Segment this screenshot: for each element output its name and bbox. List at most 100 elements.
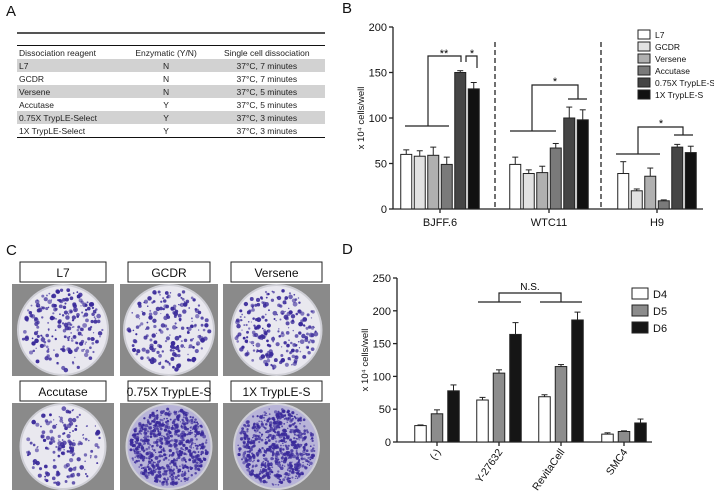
colony: [291, 411, 295, 415]
colony: [149, 422, 153, 425]
colony: [145, 326, 150, 330]
colony: [261, 477, 264, 479]
colony: [172, 349, 175, 352]
colony: [96, 462, 99, 465]
colony: [295, 462, 298, 465]
colony: [55, 423, 58, 426]
colony: [176, 452, 179, 455]
colony: [298, 439, 300, 441]
colony: [163, 428, 168, 432]
colony: [161, 435, 163, 437]
colony: [268, 421, 273, 425]
colony: [283, 423, 286, 425]
colony: [249, 471, 251, 473]
colony: [244, 450, 247, 454]
colony: [67, 411, 70, 414]
colony: [154, 434, 157, 437]
colony: [68, 309, 73, 314]
colony: [287, 356, 291, 361]
chart-b-bar: [617, 173, 630, 210]
colony: [71, 417, 77, 423]
colony: [74, 428, 78, 431]
colony: [201, 442, 205, 446]
colony: [45, 345, 49, 349]
colony: [257, 425, 261, 429]
colony: [157, 470, 162, 474]
colony: [51, 476, 56, 481]
chart-d-legend-label: D4: [653, 289, 667, 301]
colony: [159, 418, 162, 422]
colony: [155, 468, 158, 471]
colony: [262, 416, 265, 419]
chart-b-y-axis-label: x 10⁴ cells/well: [356, 87, 367, 150]
colony: [235, 318, 240, 323]
colony: [152, 465, 156, 469]
colony: [165, 313, 169, 317]
plate-label: Accutase: [38, 385, 88, 399]
colony: [261, 338, 264, 341]
table-top-rule: [17, 32, 325, 34]
colony: [160, 437, 164, 441]
colony: [176, 433, 178, 436]
colony: [261, 446, 264, 450]
colony: [194, 424, 199, 428]
colony: [311, 439, 314, 443]
colony: [283, 473, 285, 475]
colony: [131, 457, 134, 460]
cell: 37°C, 5 minutes: [208, 85, 325, 98]
colony: [253, 444, 256, 448]
colony: [197, 458, 201, 461]
colony: [54, 353, 59, 358]
colony: [187, 430, 189, 432]
colony: [129, 448, 133, 452]
colony: [161, 365, 165, 369]
colony: [190, 418, 194, 422]
colony: [280, 353, 284, 357]
colony: [163, 324, 168, 328]
colony: [63, 464, 68, 469]
colony: [64, 336, 67, 338]
colony: [67, 313, 70, 315]
colony: [187, 476, 190, 479]
colony: [69, 448, 75, 453]
colony: [160, 312, 162, 315]
colony: [64, 302, 67, 305]
colony: [278, 426, 281, 429]
colony: [183, 476, 187, 480]
colony: [156, 444, 159, 447]
colony: [24, 316, 29, 322]
colony: [172, 462, 177, 467]
colony: [280, 481, 283, 484]
colony: [250, 303, 255, 308]
colony: [134, 440, 136, 443]
colony: [279, 412, 283, 416]
colony: [141, 311, 146, 316]
colony: [152, 467, 155, 470]
colony: [184, 480, 186, 482]
colony: [166, 327, 169, 331]
colony: [169, 418, 172, 421]
colony: [166, 407, 170, 411]
colony: [299, 452, 302, 456]
colony: [168, 448, 172, 453]
colony: [236, 340, 239, 343]
colony: [267, 466, 271, 470]
colony: [82, 323, 88, 328]
colony: [135, 427, 138, 430]
colony: [245, 420, 250, 425]
colony: [287, 456, 290, 460]
colony: [151, 333, 156, 338]
colony: [261, 301, 264, 304]
colony: [246, 453, 251, 458]
colony: [177, 478, 180, 481]
colony: [59, 313, 61, 315]
colony: [303, 429, 307, 433]
colony: [63, 367, 69, 373]
colony: [35, 460, 40, 466]
colony: [177, 468, 182, 473]
colony: [147, 473, 150, 476]
colony: [205, 323, 208, 326]
header-reagent: Dissociation reagent: [17, 45, 124, 59]
colony: [262, 460, 265, 463]
colony: [157, 290, 161, 294]
